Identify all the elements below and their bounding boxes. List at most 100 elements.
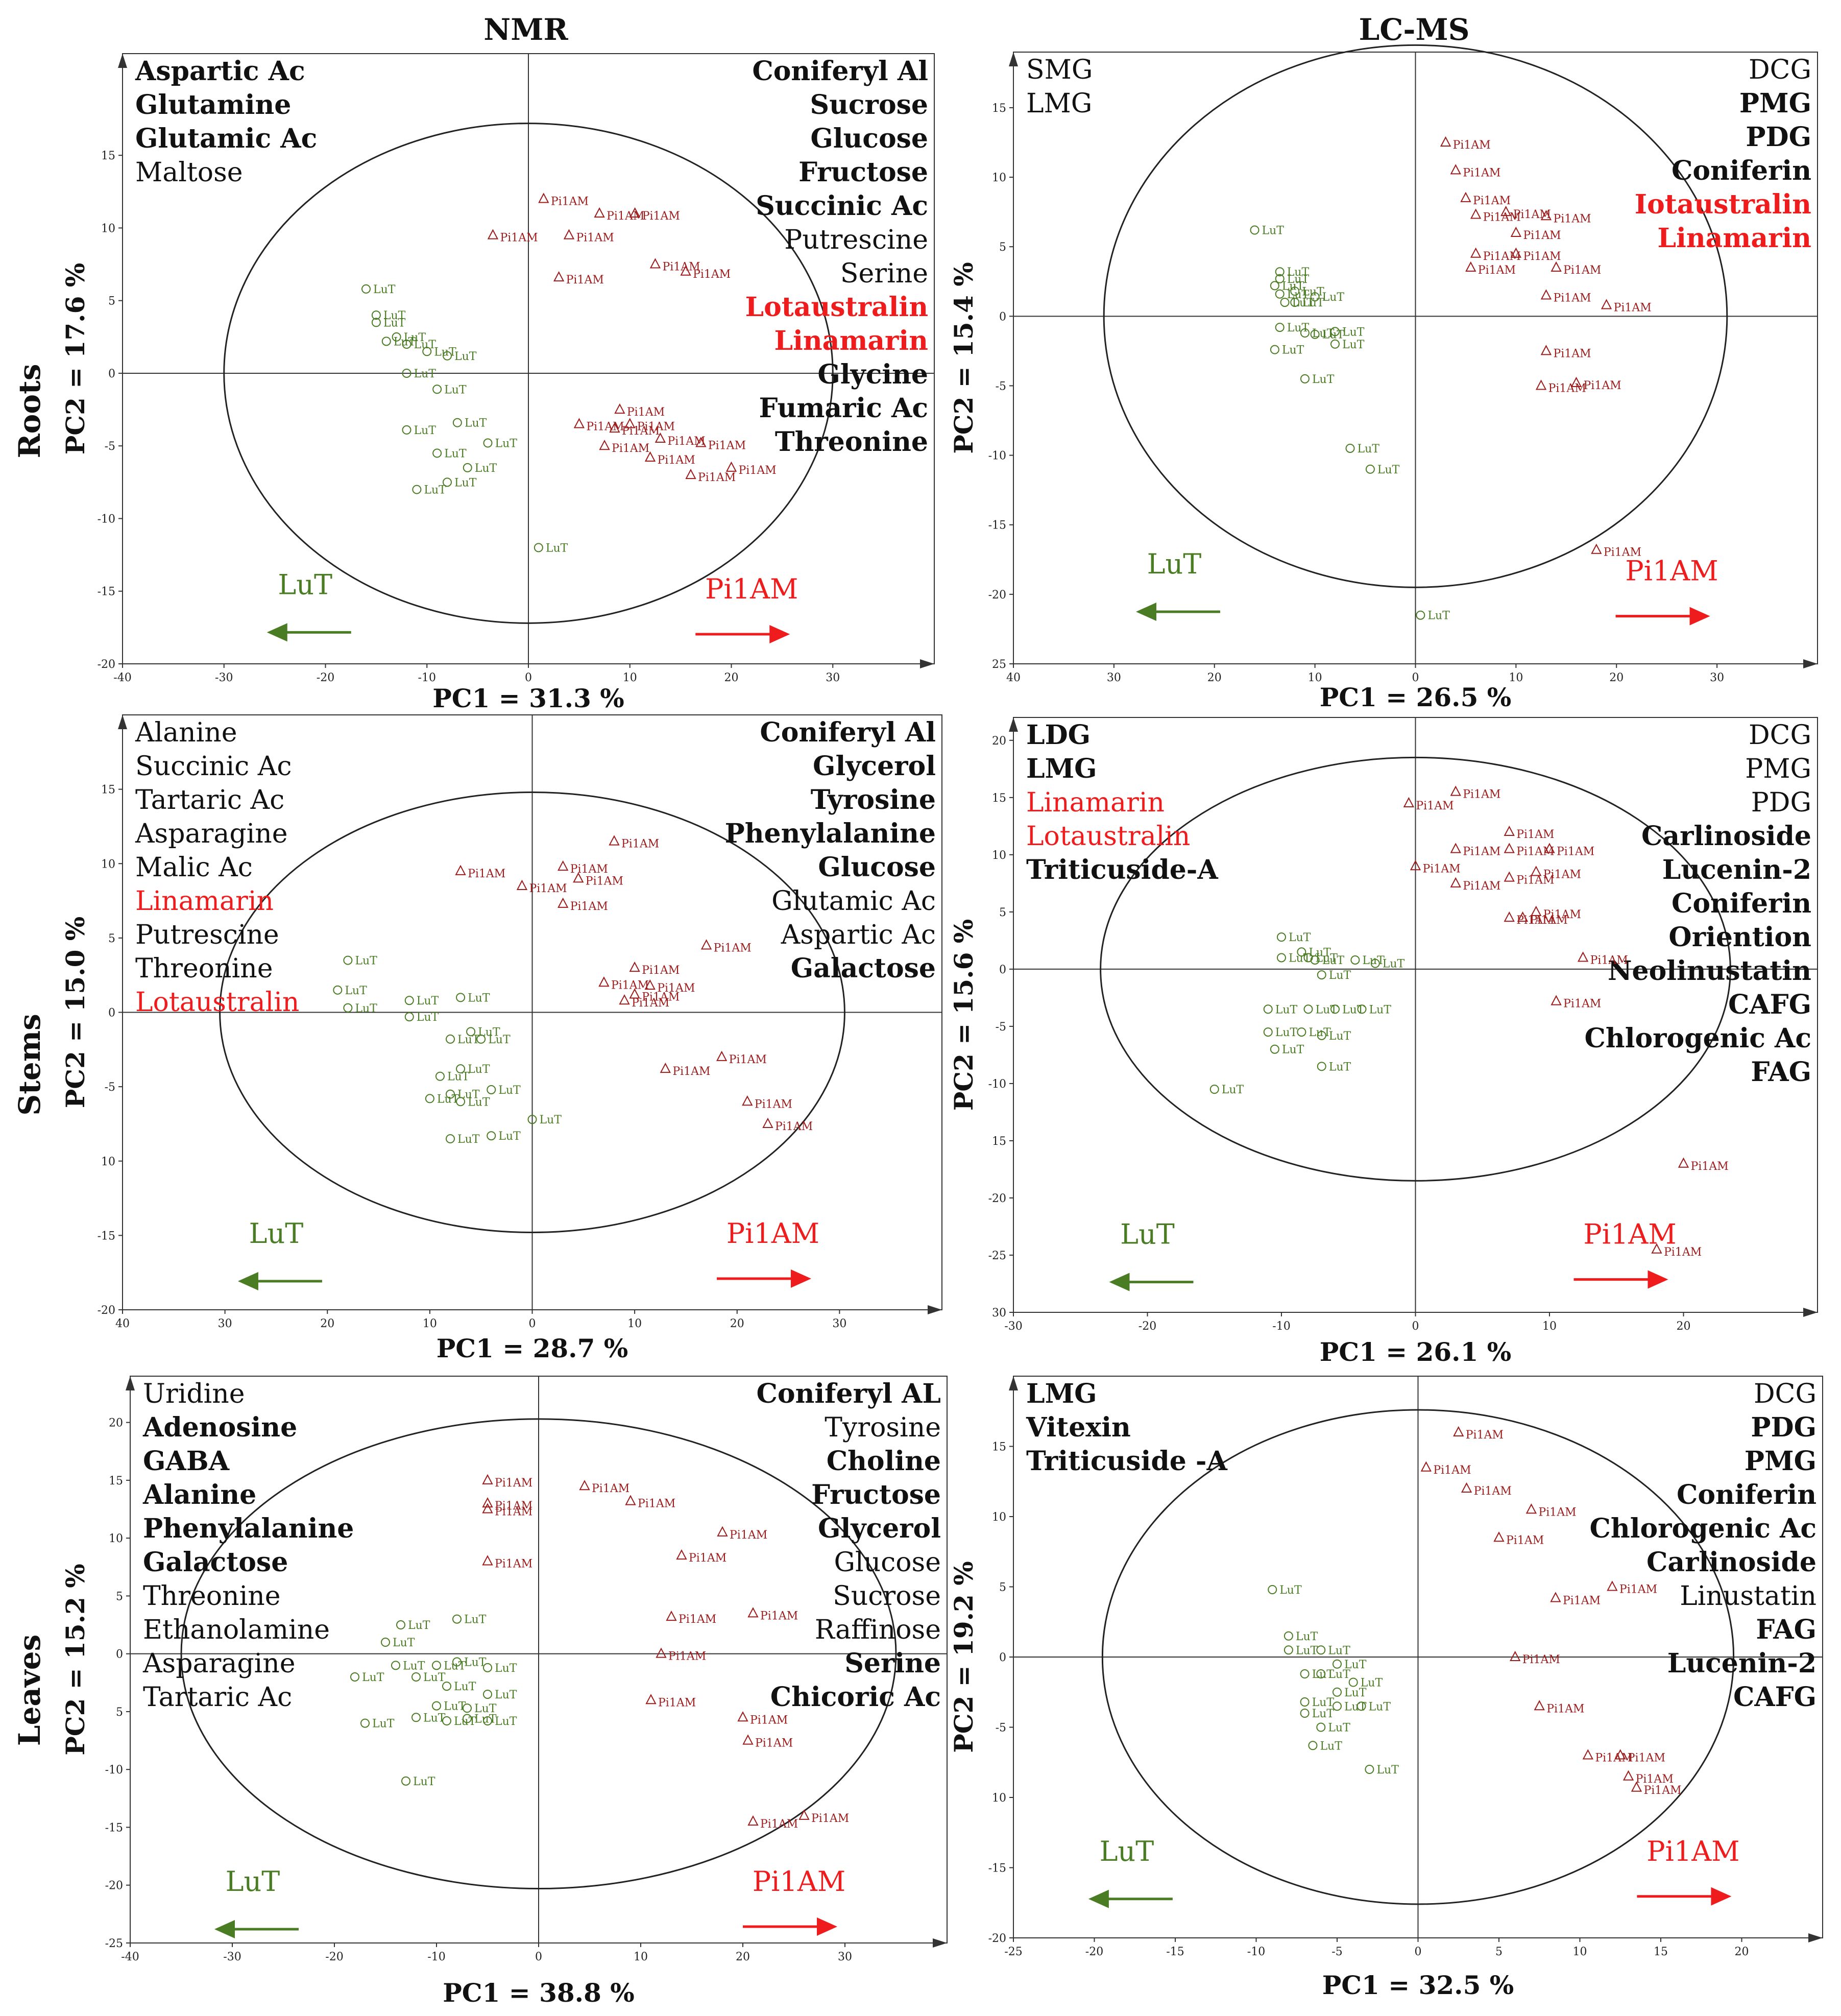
point-pi1am xyxy=(676,1549,687,1560)
point-pi1am xyxy=(1453,1426,1464,1436)
point-lut xyxy=(1365,1765,1374,1774)
point-pi1am xyxy=(1622,1770,1634,1781)
point-label-pi1am: Pi1AM xyxy=(1563,1595,1601,1607)
metabolite-label: GABA xyxy=(143,1446,230,1477)
metabolite-label: Oriention xyxy=(1668,922,1811,953)
point-pi1am xyxy=(1470,247,1482,258)
x-tick-label: -20 xyxy=(1085,1946,1103,1958)
point-label-pi1am: Pi1AM xyxy=(657,982,695,995)
point-lut xyxy=(396,1620,405,1630)
point-lut xyxy=(456,1097,466,1107)
point-pi1am xyxy=(594,207,605,218)
point-lut xyxy=(350,1672,359,1682)
point-label-pi1am: Pi1AM xyxy=(1604,546,1641,559)
metabolite-label: Fructose xyxy=(811,1479,941,1510)
point-pi1am xyxy=(482,1503,493,1514)
metabolite-label: LMG xyxy=(1026,88,1092,119)
point-label-lut: LuT xyxy=(1361,1677,1383,1690)
y-tick-label: 10 xyxy=(992,1511,1006,1524)
metabolite-label: Triticuside -A xyxy=(1026,1446,1227,1477)
x-tick-label: -10 xyxy=(427,1951,445,1963)
y-tick-label: -15 xyxy=(98,1230,115,1242)
point-pi1am xyxy=(482,1474,493,1484)
panel-leaves-lc-ms: -25 -20 -15 -10 -5 0 5 10 15 20-20-1510-5051015PC… xyxy=(949,1376,1823,2000)
point-pi1am xyxy=(747,1607,759,1618)
point-label-pi1am: Pi1AM xyxy=(708,440,746,452)
point-lut xyxy=(1297,947,1306,957)
point-label-pi1am: Pi1AM xyxy=(495,1477,532,1490)
point-lut xyxy=(1283,1631,1293,1641)
point-lut xyxy=(1250,225,1259,235)
point-lut xyxy=(534,543,543,553)
point-label-lut: LuT xyxy=(1369,1003,1392,1016)
y-tick-label: 5 xyxy=(108,932,115,945)
point-label-pi1am: Pi1AM xyxy=(607,210,644,223)
arrow-left-head xyxy=(237,1271,258,1290)
point-label-pi1am: Pi1AM xyxy=(714,942,752,954)
y-tick-label: -5 xyxy=(105,440,115,453)
y-tick-label: 15 xyxy=(109,1475,123,1487)
metabolite-label: Coniferin xyxy=(1672,888,1811,919)
point-lut xyxy=(1270,281,1279,291)
point-lut xyxy=(360,1718,370,1728)
point-pi1am xyxy=(1615,1749,1626,1760)
point-label-lut: LuT xyxy=(474,1702,497,1715)
metabolite-label: Iotaustralin xyxy=(1635,189,1811,220)
point-label-pi1am: Pi1AM xyxy=(495,1506,532,1519)
point-label-pi1am: Pi1AM xyxy=(689,1552,726,1565)
point-pi1am xyxy=(1410,860,1421,871)
y-tick-label: 30 xyxy=(992,1307,1006,1319)
point-pi1am xyxy=(1510,1650,1521,1661)
group-label-pi1am: Pi1AM xyxy=(726,1217,819,1250)
point-label-lut: LuT xyxy=(495,1715,517,1728)
metabolite-label: Glycerol xyxy=(813,751,936,782)
point-label-lut: LuT xyxy=(414,424,437,437)
confidence-ellipse xyxy=(1103,44,1728,588)
point-label-lut: LuT xyxy=(468,1096,490,1109)
metabolite-label: Serine xyxy=(840,258,928,289)
metabolite-label: Putrescine xyxy=(784,225,928,255)
y-tick-label: 15 xyxy=(101,150,115,162)
metabolite-label: LDG xyxy=(1026,719,1091,751)
point-lut xyxy=(1416,610,1425,620)
arrow-right-head xyxy=(769,625,790,643)
arrow-left-head xyxy=(1136,603,1156,621)
point-lut xyxy=(381,1638,390,1647)
metabolite-label: Linamarin xyxy=(1658,223,1812,254)
point-pi1am xyxy=(1678,1157,1689,1168)
point-pi1am xyxy=(1450,877,1461,887)
point-pi1am xyxy=(1450,785,1461,796)
y-tick-label: 5 xyxy=(116,1590,123,1603)
point-lut xyxy=(452,1657,462,1667)
point-label-pi1am: Pi1AM xyxy=(1590,954,1628,967)
point-label-lut: LuT xyxy=(1282,280,1304,293)
point-label-lut: LuT xyxy=(345,985,367,997)
point-label-lut: LuT xyxy=(1322,954,1345,967)
y-axis-arrowhead xyxy=(1009,717,1018,732)
point-label-pi1am: Pi1AM xyxy=(1473,195,1511,207)
y-tick-label: 0 xyxy=(108,1007,115,1020)
point-lut xyxy=(1275,274,1285,283)
point-pi1am xyxy=(629,988,640,999)
point-label-pi1am: Pi1AM xyxy=(1553,292,1591,304)
point-pi1am xyxy=(558,860,569,871)
y-tick-label: 15 xyxy=(101,784,115,797)
y-tick-label: -20 xyxy=(105,1880,123,1892)
point-lut xyxy=(425,1094,434,1103)
x-tick-label: 30 xyxy=(1107,671,1121,684)
point-lut xyxy=(1290,298,1300,307)
point-label-lut: LuT xyxy=(373,283,396,296)
point-label-pi1am: Pi1AM xyxy=(495,1500,532,1513)
point-pi1am xyxy=(747,1815,759,1826)
metabolite-label: Carlinoside xyxy=(1646,1547,1816,1578)
confidence-ellipse xyxy=(1100,756,1731,1182)
metabolite-label: Phenylalanine xyxy=(725,818,936,849)
metabolite-label: Glutamic Ac xyxy=(771,886,936,917)
metabolite-label: Ethanolamine xyxy=(143,1615,330,1645)
x-tick-label: 30 xyxy=(218,1317,232,1330)
metabolite-label: Alanine xyxy=(142,1479,256,1510)
metabolite-label: Coniferyl Al xyxy=(760,717,936,748)
point-label-lut: LuT xyxy=(498,1130,521,1143)
point-lut xyxy=(487,1131,496,1141)
point-pi1am xyxy=(1504,911,1515,922)
